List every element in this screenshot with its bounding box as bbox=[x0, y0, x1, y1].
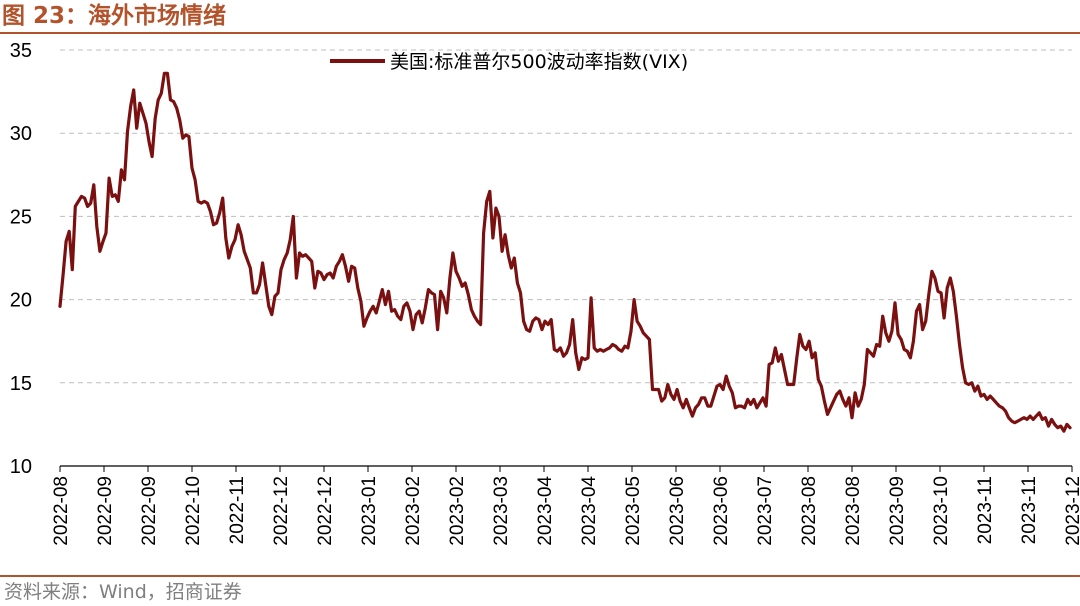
x-tick-label: 2023-01 bbox=[359, 476, 380, 546]
x-tick-label: 2022-08 bbox=[51, 476, 72, 546]
title-rule bbox=[0, 32, 1080, 34]
x-tick-label: 2022-10 bbox=[183, 476, 204, 546]
series-line-vix bbox=[58, 71, 1072, 433]
x-tick-label: 2023-04 bbox=[535, 476, 556, 546]
footer-rule bbox=[0, 575, 1080, 577]
y-axis-tick-labels: 10 15 20 25 30 35 bbox=[10, 40, 32, 478]
y-tick-label: 10 bbox=[10, 456, 32, 478]
x-tick-label: 2023-07 bbox=[755, 476, 776, 546]
legend: 美国:标准普尔500波动率指数(VIX) bbox=[330, 51, 688, 73]
legend-label: 美国:标准普尔500波动率指数(VIX) bbox=[390, 51, 688, 73]
x-tick-label: 2022-12 bbox=[315, 476, 336, 546]
x-tick-label: 2023-12 bbox=[1063, 476, 1080, 546]
x-tick-label: 2023-11 bbox=[1019, 476, 1040, 544]
x-tick-label: 2022-09 bbox=[95, 476, 116, 546]
x-tick-label: 2023-11 bbox=[975, 476, 996, 544]
x-tick-label: 2022-11 bbox=[227, 476, 248, 544]
chart-title: 图 23：海外市场情绪 bbox=[2, 3, 227, 29]
x-tick-label: 2023-04 bbox=[579, 476, 600, 546]
source-note: 资料来源：Wind，招商证券 bbox=[4, 581, 242, 603]
x-tick-label: 2023-09 bbox=[887, 476, 908, 546]
x-tick-label: 2023-02 bbox=[447, 476, 468, 546]
x-tick-label: 2022-09 bbox=[139, 476, 160, 546]
x-tick-label: 2023-06 bbox=[711, 476, 732, 546]
y-tick-label: 20 bbox=[10, 290, 32, 312]
x-tick-label: 2023-05 bbox=[623, 476, 644, 546]
x-tick-label: 2023-03 bbox=[491, 476, 512, 546]
x-tick-label: 2023-08 bbox=[843, 476, 864, 546]
gridlines bbox=[60, 49, 1072, 384]
y-tick-label: 15 bbox=[10, 373, 32, 395]
x-tick-label: 2022-12 bbox=[271, 476, 292, 546]
x-axis: 2022-08 2022-09 2022-09 2022-10 2022-11 2022-… bbox=[51, 465, 1080, 546]
series-area bbox=[58, 71, 1072, 433]
x-tick-label: 2023-02 bbox=[403, 476, 424, 546]
x-tick-label: 2023-10 bbox=[931, 476, 952, 546]
y-tick-label: 35 bbox=[10, 40, 32, 62]
x-tick-label: 2023-06 bbox=[667, 476, 688, 546]
x-tick-label: 2023-08 bbox=[799, 476, 820, 546]
y-tick-label: 25 bbox=[10, 206, 32, 228]
y-tick-label: 30 bbox=[10, 123, 32, 145]
